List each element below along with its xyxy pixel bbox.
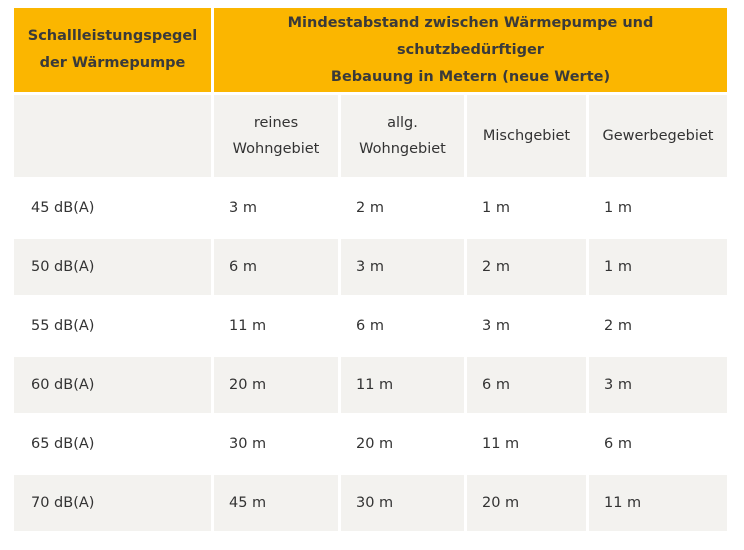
- row-sound-level: 55 dB(A): [14, 298, 214, 354]
- subheader-gewerbegebiet: Gewerbegebiet: [602, 128, 714, 144]
- row-value-misch: 3 m: [467, 298, 589, 354]
- row-value-reines: 11 m: [214, 298, 341, 354]
- subheader-allg-wohngebiet: allg. Wohngebiet: [341, 95, 467, 177]
- row-value-reines: 20 m: [214, 357, 341, 413]
- subheader-reines-wohngebiet: reines Wohngebiet: [214, 95, 341, 177]
- row-value-allg: 3 m: [341, 239, 467, 295]
- row-value-gewerbe: 1 m: [604, 259, 632, 275]
- table-subheader-row: reines Wohngebiet allg. Wohngebiet Misch…: [14, 95, 727, 180]
- subheader-mischgebiet: Mischgebiet: [467, 95, 589, 177]
- distance-table: Schallleistungspegel der Wärmepumpe Mind…: [14, 8, 727, 534]
- row-value-misch: 6 m: [467, 357, 589, 413]
- row-value-reines: 6 m: [214, 239, 341, 295]
- row-value-misch: 1 m: [467, 180, 589, 236]
- subheader-empty-cell: [14, 95, 214, 177]
- table-row: 45 dB(A) 3 m 2 m 1 m 1 m: [14, 180, 727, 239]
- row-value-allg: 6 m: [341, 298, 467, 354]
- row-value-reines: 45 m: [214, 475, 341, 531]
- row-sound-level: 65 dB(A): [14, 416, 214, 472]
- table-row: 55 dB(A) 11 m 6 m 3 m 2 m: [14, 298, 727, 357]
- table-row: 65 dB(A) 30 m 20 m 11 m 6 m: [14, 416, 727, 475]
- row-value-allg: 20 m: [341, 416, 467, 472]
- row-sound-level: 70 dB(A): [14, 475, 214, 531]
- row-sound-level: 60 dB(A): [14, 357, 214, 413]
- row-value-gewerbe: 6 m: [604, 436, 632, 452]
- row-value-reines: 3 m: [214, 180, 341, 236]
- row-value-misch: 11 m: [467, 416, 589, 472]
- row-value-gewerbe: 1 m: [604, 200, 632, 216]
- row-sound-level: 45 dB(A): [14, 180, 214, 236]
- row-value-misch: 2 m: [467, 239, 589, 295]
- row-value-gewerbe: 2 m: [604, 318, 632, 334]
- table-row: 70 dB(A) 45 m 30 m 20 m 11 m: [14, 475, 727, 534]
- table-row: 50 dB(A) 6 m 3 m 2 m 1 m: [14, 239, 727, 298]
- row-value-allg: 11 m: [341, 357, 467, 413]
- row-value-allg: 2 m: [341, 180, 467, 236]
- header-sound-level: Schallleistungspegel der Wärmepumpe: [14, 8, 214, 92]
- row-sound-level: 50 dB(A): [14, 239, 214, 295]
- table-row: 60 dB(A) 20 m 11 m 6 m 3 m: [14, 357, 727, 416]
- row-value-allg: 30 m: [341, 475, 467, 531]
- row-value-reines: 30 m: [214, 416, 341, 472]
- header-min-distance: Mindestabstand zwischen Wärmepumpe und s…: [287, 14, 654, 85]
- row-value-gewerbe: 11 m: [604, 495, 642, 511]
- table-header-row: Schallleistungspegel der Wärmepumpe Mind…: [14, 8, 727, 95]
- row-value-misch: 20 m: [467, 475, 589, 531]
- row-value-gewerbe: 3 m: [604, 377, 632, 393]
